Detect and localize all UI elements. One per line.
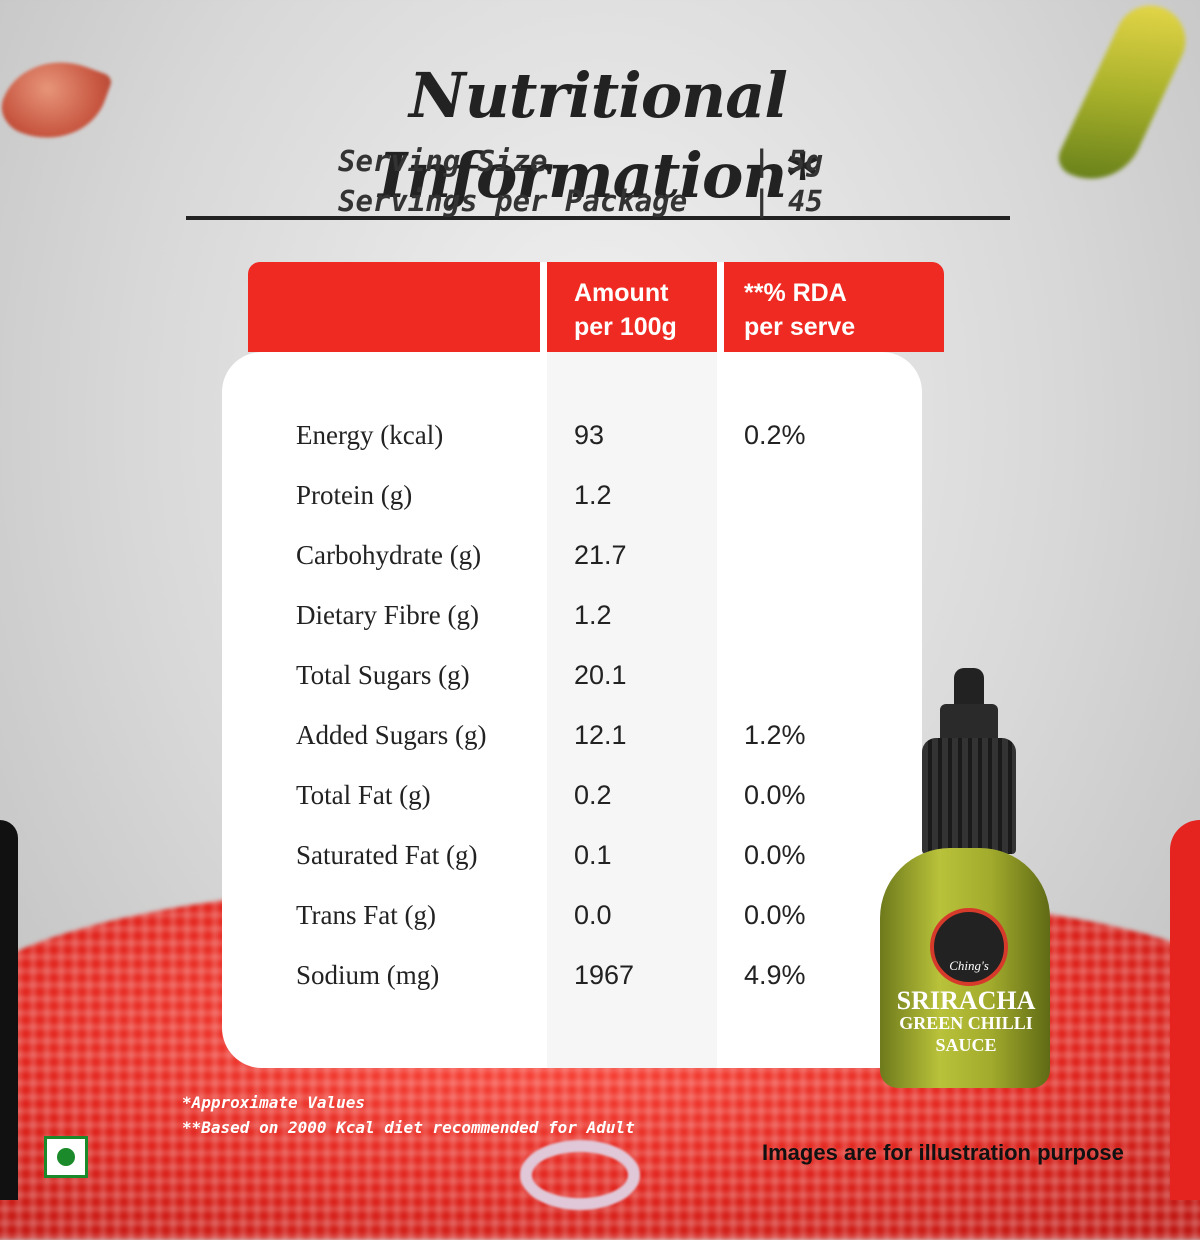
brand-logo-icon xyxy=(930,908,1008,986)
table-row: Added Sugars (g) 12.1 1.2% xyxy=(0,720,1200,760)
rda-per-serve: 0.2% xyxy=(744,420,806,450)
bottle-cap xyxy=(922,738,1016,854)
rda-column-header-text: **% RDA per serve xyxy=(744,279,856,341)
nutrient-name: Trans Fat (g) xyxy=(296,900,437,930)
nutrient-name: Energy (kcal) xyxy=(296,420,444,450)
brand-logo-text: Ching's xyxy=(949,958,989,973)
table-row: Energy (kcal) 93 0.2% xyxy=(0,420,1200,460)
serving-size-separator: | xyxy=(753,144,771,178)
table-row: Dietary Fibre (g) 1.2 xyxy=(0,600,1200,640)
servings-per-package-separator: | xyxy=(753,184,771,218)
illustration-disclaimer: Images are for illustration purpose xyxy=(762,1140,1124,1165)
sauce-bottle-image: Ching's SRIRACHA GREEN CHILLI SAUCE xyxy=(878,668,1062,1088)
table-row: Trans Fat (g) 0.0 0.0% xyxy=(0,900,1200,940)
product-name-line1: SRIRACHA xyxy=(896,986,1036,1015)
rda-column-header: **% RDA per serve xyxy=(744,276,855,344)
amount-per-100g: 93 xyxy=(574,420,605,450)
column-divider xyxy=(540,262,547,1068)
footnote-rda-basis: **Based on 2000 Kcal diet recommended fo… xyxy=(182,1118,635,1137)
amount-column-header-text: Amount per 100g xyxy=(574,279,677,341)
amount-per-100g: 20.1 xyxy=(574,660,627,690)
product-name: SRIRACHA GREEN CHILLI SAUCE xyxy=(892,986,1040,1056)
nutrient-name: Carbohydrate (g) xyxy=(296,540,482,570)
amount-per-100g: 1.2 xyxy=(574,480,612,510)
amount-per-100g: 1.2 xyxy=(574,600,612,630)
serving-size-label: Serving Size xyxy=(338,144,548,178)
nutrient-name: Dietary Fibre (g) xyxy=(296,600,479,630)
red-edge-decoration xyxy=(1170,820,1200,1200)
nutrient-name: Added Sugars (g) xyxy=(296,720,487,750)
rda-per-serve: 0.0% xyxy=(744,780,806,810)
amount-per-100g: 0.1 xyxy=(574,840,612,870)
rda-per-serve: 1.2% xyxy=(744,720,806,750)
amount-column-header: Amount per 100g xyxy=(574,276,677,344)
table-row: Total Sugars (g) 20.1 xyxy=(0,660,1200,700)
table-row: Protein (g) 1.2 xyxy=(0,480,1200,520)
bottle-cap-neck xyxy=(940,704,998,744)
rda-per-serve: 0.0% xyxy=(744,840,806,870)
amount-per-100g: 12.1 xyxy=(574,720,627,750)
dark-edge-decoration xyxy=(0,820,18,1200)
nutrient-name: Total Sugars (g) xyxy=(296,660,470,690)
table-row: Carbohydrate (g) 21.7 xyxy=(0,540,1200,580)
amount-per-100g: 0.0 xyxy=(574,900,612,930)
rda-per-serve: 4.9% xyxy=(744,960,806,990)
footnotes: *Approximate Values **Based on 2000 Kcal… xyxy=(182,1090,635,1140)
servings-per-package-label: Servings per Package xyxy=(338,184,688,218)
product-name-line2: GREEN CHILLI xyxy=(899,1013,1033,1033)
page-title: Nutritional Information* xyxy=(186,56,1010,220)
servings-per-package-value: 45 xyxy=(788,184,823,218)
green-chili-decoration xyxy=(1053,0,1197,196)
nutrient-name: Saturated Fat (g) xyxy=(296,840,478,870)
amount-per-100g: 21.7 xyxy=(574,540,627,570)
table-row: Saturated Fat (g) 0.1 0.0% xyxy=(0,840,1200,880)
nutrient-name: Sodium (mg) xyxy=(296,960,440,990)
serving-size-value: 5g xyxy=(788,144,823,178)
red-chili-decoration xyxy=(0,44,114,156)
serving-size-row: Serving Size | 5g xyxy=(338,144,823,178)
footnote-approximate: *Approximate Values xyxy=(182,1093,366,1112)
table-row: Total Fat (g) 0.2 0.0% xyxy=(0,780,1200,820)
nutrient-name: Protein (g) xyxy=(296,480,413,510)
column-divider xyxy=(717,262,724,1068)
servings-per-package-row: Servings per Package | 45 xyxy=(338,184,823,218)
table-row: Sodium (mg) 1967 4.9% xyxy=(0,960,1200,1000)
table-header-bar xyxy=(248,262,944,352)
nutrient-name: Total Fat (g) xyxy=(296,780,431,810)
amount-per-100g: 1967 xyxy=(574,960,635,990)
veg-mark-dot xyxy=(57,1148,75,1166)
amount-per-100g: 0.2 xyxy=(574,780,612,810)
rda-per-serve: 0.0% xyxy=(744,900,806,930)
bottle-cap-tip xyxy=(954,668,984,708)
veg-mark-icon xyxy=(44,1136,88,1178)
amount-column-shade xyxy=(547,352,717,1068)
product-name-line3: SAUCE xyxy=(935,1035,997,1055)
